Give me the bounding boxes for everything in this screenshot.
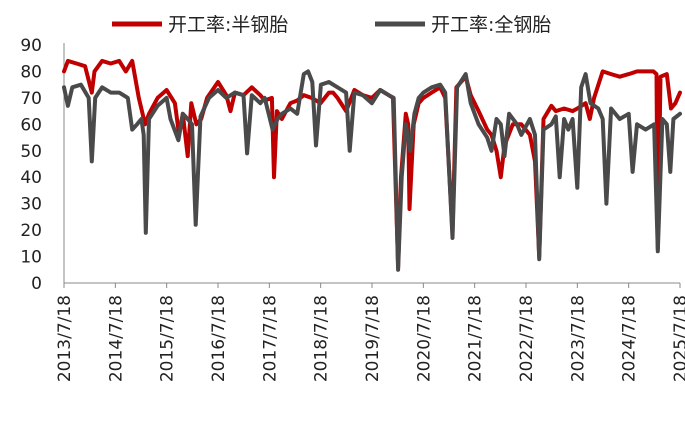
y-tick-label: 40 bbox=[20, 168, 42, 188]
y-tick-label: 50 bbox=[20, 142, 42, 162]
x-tick-label: 2016/7/18 bbox=[209, 295, 229, 382]
y-tick-label: 60 bbox=[20, 115, 42, 135]
x-tick-label: 2023/7/18 bbox=[568, 295, 588, 382]
y-tick-label: 70 bbox=[20, 89, 42, 109]
y-tick-label: 20 bbox=[20, 221, 42, 241]
legend-label-semi-steel: 开工率:半钢胎 bbox=[168, 14, 288, 36]
y-tick-label: 90 bbox=[20, 36, 42, 56]
x-tick-label: 2017/7/18 bbox=[260, 295, 280, 382]
x-tick-label: 2019/7/18 bbox=[363, 295, 383, 382]
x-tick-label: 2018/7/18 bbox=[312, 295, 332, 382]
x-tick-label: 2013/7/18 bbox=[55, 295, 75, 382]
x-tick-label: 2021/7/18 bbox=[466, 295, 486, 382]
x-tick-label: 2024/7/18 bbox=[620, 295, 640, 382]
x-axis: 2013/7/18 2014/7/18 2015/7/18 2016/7/18 2017… bbox=[55, 282, 685, 382]
y-tick-label: 80 bbox=[20, 62, 42, 82]
x-tick-label: 2015/7/18 bbox=[158, 295, 178, 382]
y-tick-label: 10 bbox=[20, 248, 42, 268]
legend: 开工率:半钢胎 开工率:全钢胎 bbox=[112, 14, 551, 36]
series-layer bbox=[62, 58, 682, 272]
x-tick-label: 2020/7/18 bbox=[414, 295, 434, 382]
y-axis: 0 10 20 30 40 50 60 70 80 90 bbox=[20, 36, 65, 294]
x-tick-label: 2022/7/18 bbox=[517, 295, 537, 382]
legend-label-all-steel: 开工率:全钢胎 bbox=[431, 14, 551, 36]
x-tick-label: 2025/7/18 bbox=[671, 295, 685, 382]
y-tick-label: 0 bbox=[31, 274, 42, 294]
y-tick-label: 30 bbox=[20, 195, 42, 215]
x-tick-label: 2014/7/18 bbox=[106, 295, 126, 382]
series-line-1 bbox=[62, 69, 682, 272]
